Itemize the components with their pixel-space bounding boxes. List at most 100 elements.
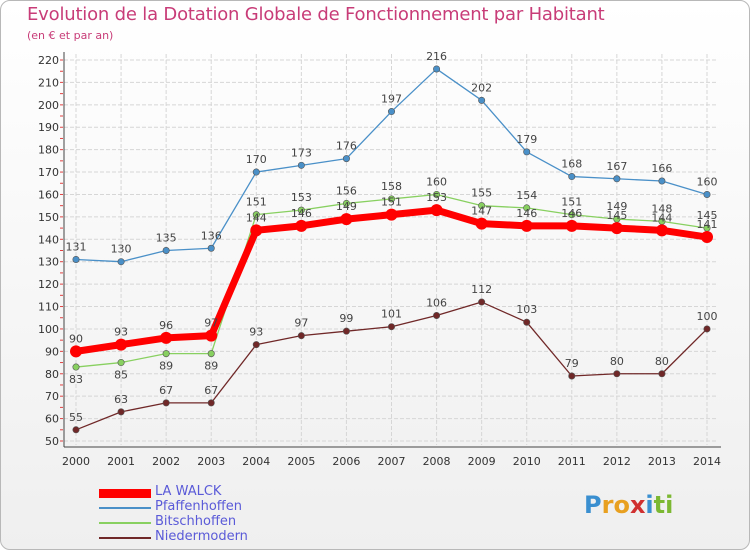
data-point (523, 148, 531, 156)
label-layer: 55 63 67 67 93 97 99 101 106 112 103 79 80 80 100 131 13… (66, 50, 718, 424)
data-label: 93 (114, 326, 128, 339)
x-tick-label: 2012 (603, 455, 631, 468)
x-tick-label: 2013 (648, 455, 676, 468)
logo-letter: o (613, 491, 630, 519)
data-point (658, 370, 666, 378)
data-label: 135 (156, 232, 177, 245)
data-point (342, 327, 350, 335)
data-point (72, 426, 80, 434)
data-label: 89 (204, 360, 218, 373)
y-tick-label: 90 (45, 345, 59, 358)
logo-letter: t (653, 491, 666, 519)
y-tick-label: 180 (38, 144, 59, 157)
y-tick-label: 100 (38, 323, 59, 336)
data-point (610, 222, 623, 235)
data-point (340, 213, 353, 226)
data-label: 99 (339, 312, 353, 325)
data-label: 80 (610, 355, 624, 368)
y-tick-label: 160 (38, 188, 59, 201)
data-label: 55 (69, 411, 83, 424)
data-label: 151 (246, 196, 267, 209)
y-tick-label: 220 (38, 54, 59, 67)
x-tick-label: 2010 (513, 455, 541, 468)
x-tick-label: 2004 (242, 455, 270, 468)
data-point (658, 177, 666, 185)
y-tick-label: 70 (45, 390, 59, 403)
data-label: 166 (651, 162, 672, 175)
data-label: 90 (69, 332, 83, 345)
x-tick-label: 2007 (378, 455, 406, 468)
data-label: 158 (381, 180, 402, 193)
data-label: 149 (336, 200, 357, 213)
data-point (117, 258, 125, 266)
data-label: 216 (426, 50, 447, 63)
data-label: 93 (249, 326, 263, 339)
data-label: 147 (471, 205, 492, 218)
y-tick-label: 200 (38, 99, 59, 112)
x-tick-label: 2006 (332, 455, 360, 468)
data-label: 85 (114, 369, 128, 382)
data-point (115, 338, 128, 351)
legend-label: Pfaffenhoffen (155, 499, 242, 514)
legend-label: LA WALCK (155, 484, 222, 499)
data-label: 89 (159, 360, 173, 373)
data-label: 160 (697, 175, 718, 188)
series-la-walck (70, 204, 713, 358)
data-label: 136 (201, 229, 222, 242)
data-label: 146 (516, 207, 537, 220)
data-point (433, 311, 441, 319)
legend-label: Bitschhoffen (155, 514, 237, 529)
series-niedermodern (72, 298, 711, 434)
data-point (205, 329, 218, 342)
x-tick-label: 2000 (62, 455, 90, 468)
data-point (297, 161, 305, 169)
data-label: 63 (114, 393, 128, 406)
data-label: 146 (291, 207, 312, 220)
data-label: 100 (697, 310, 718, 323)
legend-swatch (99, 488, 151, 498)
data-point (387, 323, 395, 331)
data-point (387, 108, 395, 116)
legend-swatch (99, 522, 151, 524)
y-tick-label: 140 (38, 233, 59, 246)
y-tick-label: 50 (45, 435, 59, 448)
data-point (475, 217, 488, 230)
data-point (655, 224, 668, 237)
data-point (385, 208, 398, 221)
data-point (523, 204, 531, 212)
data-point (252, 341, 260, 349)
data-label: 101 (381, 308, 402, 321)
data-label: 154 (516, 189, 537, 202)
data-label: 144 (651, 211, 672, 224)
logo-letter: i (665, 491, 674, 519)
data-point (433, 65, 441, 73)
data-point (703, 325, 711, 333)
y-tick-label: 150 (38, 211, 59, 224)
data-label: 153 (426, 191, 447, 204)
legend-label: Niedermodern (155, 529, 248, 544)
data-point (162, 350, 170, 358)
data-point (523, 318, 531, 326)
data-point (297, 206, 305, 214)
data-label: 131 (66, 240, 87, 253)
data-label: 149 (606, 200, 627, 213)
data-point (252, 211, 260, 219)
y-tick-label: 120 (38, 278, 59, 291)
data-point (117, 408, 125, 416)
y-tick-label: 190 (38, 121, 59, 134)
data-point (520, 219, 533, 232)
data-label: 148 (651, 202, 672, 215)
axis-layer: 50 60 70 80 90 100 110 120 130 140 150 160 170 180 190… (38, 52, 721, 468)
data-label: 145 (697, 209, 718, 222)
logo-letter: x (629, 491, 646, 519)
proxiti-logo: Proxiti (584, 491, 673, 519)
data-label: 106 (426, 296, 447, 309)
data-point (568, 211, 576, 219)
legend-swatch (99, 507, 151, 509)
data-point (568, 372, 576, 380)
data-label: 96 (159, 319, 173, 332)
series-bitschhoffen (72, 190, 711, 371)
data-point (478, 298, 486, 306)
